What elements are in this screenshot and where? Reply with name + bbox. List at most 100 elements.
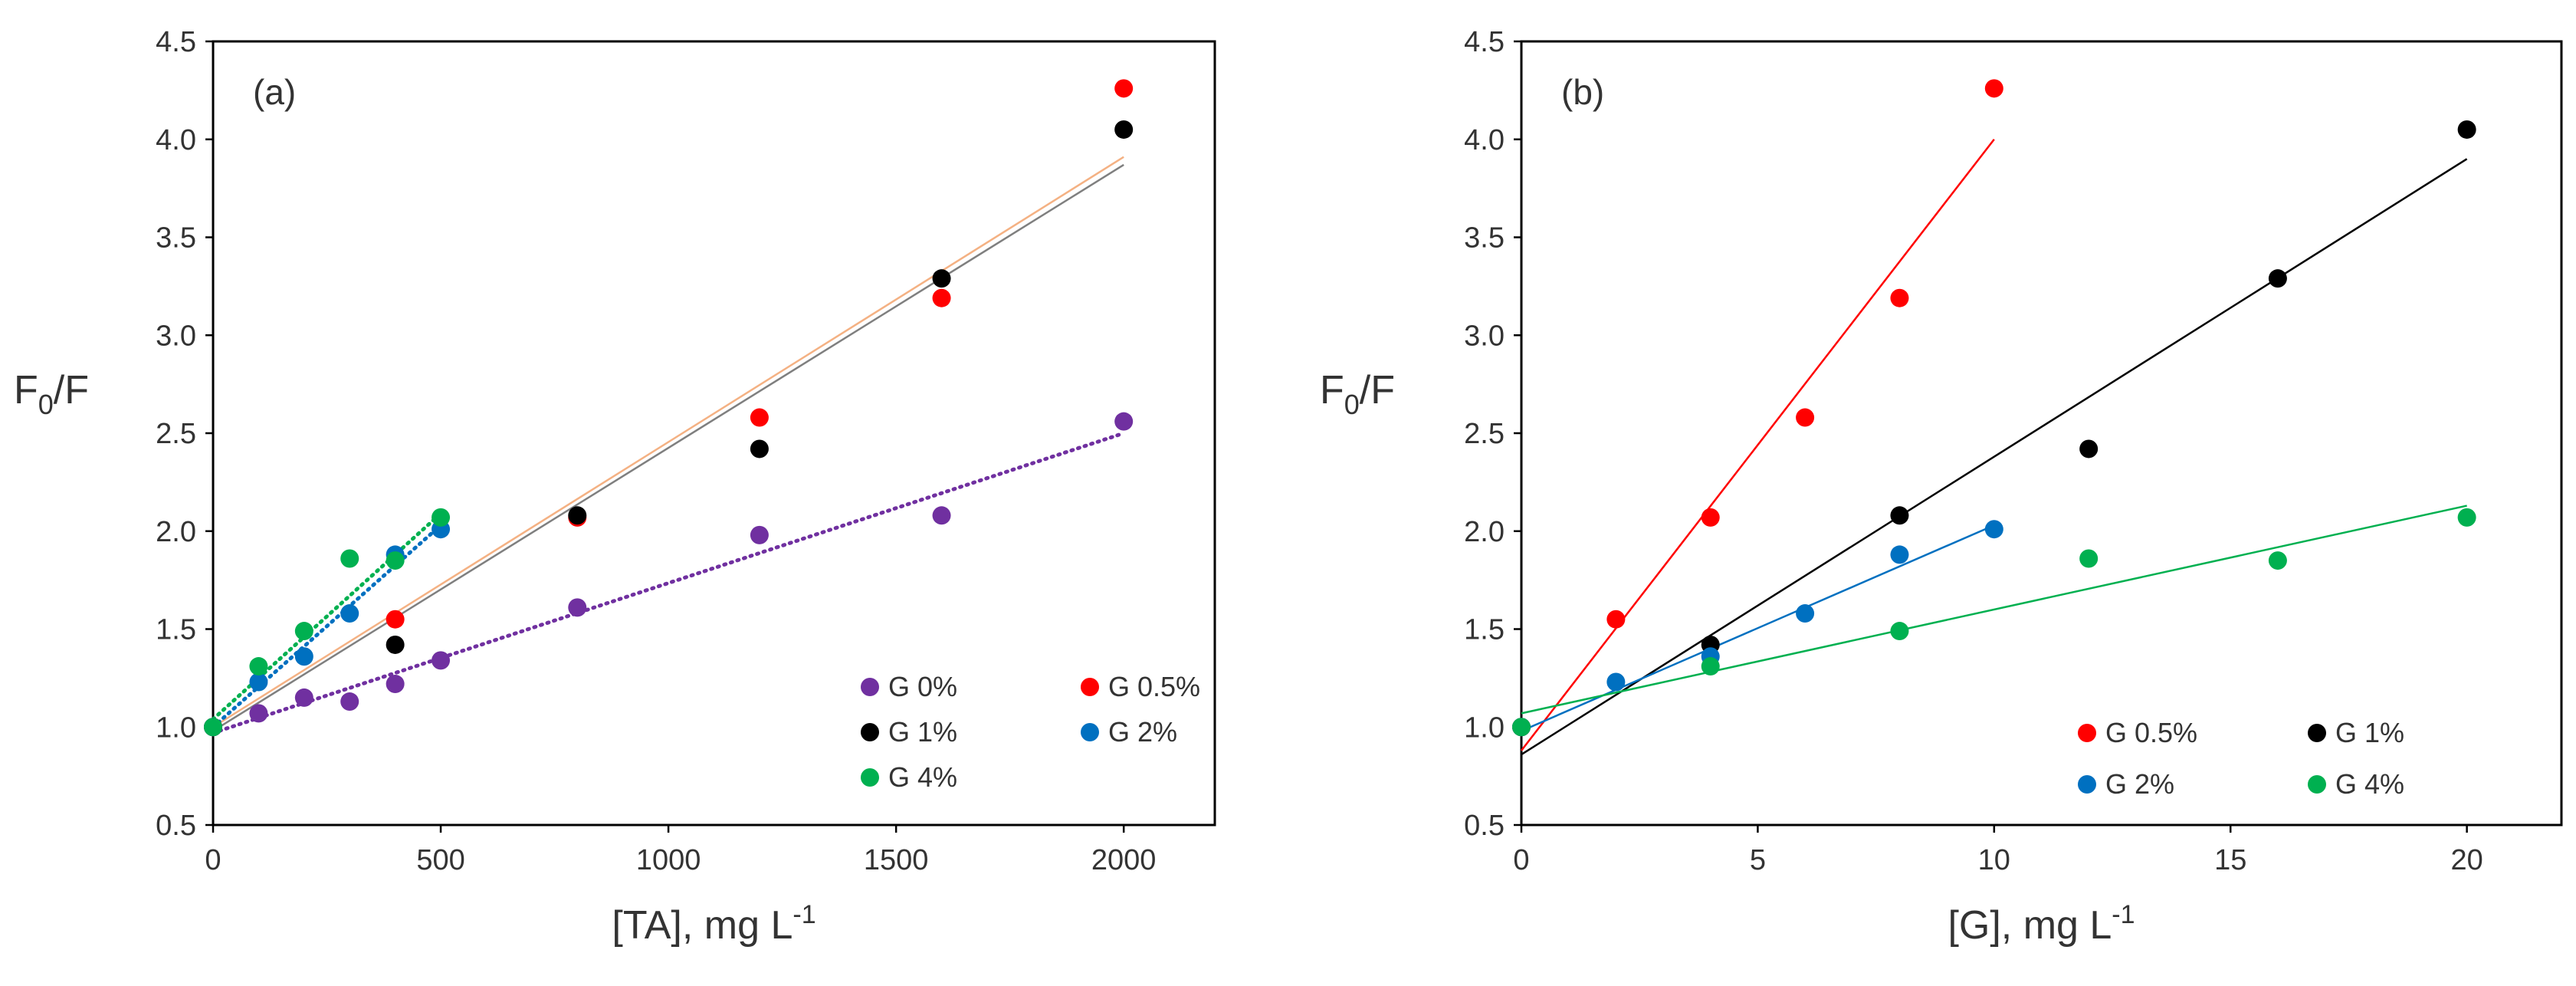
data-point bbox=[750, 439, 769, 458]
data-point bbox=[2079, 439, 2099, 458]
data-point bbox=[386, 635, 405, 654]
data-point bbox=[386, 675, 405, 694]
data-point bbox=[568, 506, 587, 525]
data-point bbox=[932, 288, 951, 307]
y-axis-label: F0/F bbox=[14, 368, 89, 420]
y-tick-label: 4.5 bbox=[1464, 26, 1505, 58]
chart-panel-b: 0.5 1.0 1.5 2.0 2.5 3.0 3.5 4.0 4.5 0 5 10 15 20 [G], … bbox=[1320, 26, 2563, 948]
legend-label: G 0% bbox=[888, 671, 957, 702]
y-tick-label: 1.0 bbox=[1464, 712, 1505, 744]
x-tick-label: 10 bbox=[1978, 844, 2010, 876]
legend-marker bbox=[1081, 678, 1099, 696]
data-point bbox=[932, 506, 951, 525]
x-tick-label: 1500 bbox=[864, 844, 929, 876]
plot-frame bbox=[1520, 40, 2563, 827]
x-tick-label: 2000 bbox=[1091, 844, 1157, 876]
data-point bbox=[1701, 508, 1720, 527]
data-point bbox=[1606, 610, 1626, 629]
data-point bbox=[249, 657, 268, 676]
data-point bbox=[340, 604, 359, 623]
data-point bbox=[340, 549, 359, 568]
y-tick-label: 3.0 bbox=[1464, 320, 1505, 352]
series-g-0 bbox=[204, 412, 1134, 737]
data-point bbox=[1890, 545, 1909, 564]
y-axis-label-tail: /F bbox=[54, 368, 89, 412]
series-g-4 bbox=[204, 508, 451, 737]
trendline-g-2-fit bbox=[1521, 524, 1995, 732]
data-point bbox=[1796, 604, 1815, 623]
data-point bbox=[1890, 506, 1909, 525]
y-tick-label: 2.5 bbox=[156, 418, 196, 450]
series-g-0-5 bbox=[1512, 79, 2003, 737]
legend-marker bbox=[2078, 775, 2096, 794]
y-tick-label: 1.5 bbox=[156, 614, 196, 646]
series-g-0-5 bbox=[204, 79, 1134, 737]
data-point bbox=[294, 688, 313, 707]
x-tick-label: 15 bbox=[2214, 844, 2246, 876]
y-axis-label-tail: /F bbox=[1360, 368, 1395, 412]
y-tick-label: 2.0 bbox=[1464, 516, 1505, 548]
y-tick-label: 2.5 bbox=[1464, 418, 1505, 450]
data-point bbox=[568, 598, 587, 617]
legend-marker bbox=[2078, 724, 2096, 742]
data-point bbox=[386, 610, 405, 629]
y-axis-label-subscript: 0 bbox=[38, 389, 54, 420]
panel-label: (b) bbox=[1561, 72, 1604, 112]
y-tick-label: 3.0 bbox=[156, 320, 196, 352]
data-point bbox=[204, 718, 222, 737]
data-point bbox=[2457, 508, 2476, 527]
y-tick-label: 3.5 bbox=[1464, 222, 1505, 255]
x-tick-label: 500 bbox=[416, 844, 464, 876]
data-point bbox=[932, 269, 951, 288]
data-point bbox=[340, 692, 359, 712]
legend-label: G 4% bbox=[888, 761, 957, 793]
data-point bbox=[1984, 79, 2003, 98]
y-tick-label: 1.5 bbox=[1464, 614, 1505, 646]
data-point bbox=[249, 672, 268, 692]
data-point bbox=[249, 704, 268, 723]
data-point bbox=[750, 525, 769, 544]
data-point bbox=[2268, 551, 2287, 570]
legend-label: G 2% bbox=[2105, 768, 2174, 800]
legend-marker bbox=[1081, 723, 1099, 741]
trendline-g-0-fit bbox=[211, 431, 1126, 735]
legend-marker bbox=[2308, 775, 2326, 794]
legend-marker bbox=[861, 678, 879, 696]
plot-frame bbox=[212, 40, 1216, 827]
legend-marker bbox=[2308, 724, 2326, 742]
y-tick-label: 3.5 bbox=[156, 222, 196, 255]
legend-marker bbox=[861, 768, 879, 787]
legend-label: G 1% bbox=[2335, 717, 2404, 748]
x-axis-label: [TA], mg L-1 bbox=[612, 900, 815, 948]
y-axis-label-subscript: 0 bbox=[1344, 389, 1360, 420]
series-g-1 bbox=[204, 120, 1134, 737]
data-point bbox=[1114, 412, 1134, 431]
trendline-g-1-fit bbox=[212, 163, 1124, 732]
y-tick-label: 0.5 bbox=[156, 810, 196, 842]
data-point bbox=[432, 651, 451, 670]
x-tick-label: 5 bbox=[1750, 844, 1766, 876]
trendline-g-0-5-fit bbox=[212, 156, 1124, 728]
legend-label: G 0.5% bbox=[2105, 717, 2197, 748]
chart-panel-a: 0.5 1.0 1.5 2.0 2.5 3.0 3.5 4.0 4.5 0 500 1000 1500 2… bbox=[14, 26, 1216, 948]
x-tick-label: 0 bbox=[205, 844, 221, 876]
data-point bbox=[1701, 657, 1720, 676]
y-axis-label-main: F bbox=[1320, 368, 1344, 412]
y-tick-label: 4.5 bbox=[156, 26, 196, 58]
series-g-4 bbox=[1512, 508, 2476, 737]
trendline-g-4-fit bbox=[1521, 505, 2467, 715]
legend-marker bbox=[861, 723, 879, 741]
data-point bbox=[750, 408, 769, 427]
data-point bbox=[1114, 79, 1134, 98]
x-tick-label: 0 bbox=[1513, 844, 1529, 876]
data-point bbox=[432, 508, 451, 527]
data-point bbox=[2268, 269, 2287, 288]
trendline-g-1-fit bbox=[1521, 158, 2468, 756]
x-axis-label-superscript: -1 bbox=[792, 900, 815, 929]
data-point bbox=[1890, 288, 1909, 307]
legend-label: G 0.5% bbox=[1108, 671, 1200, 702]
data-point bbox=[2457, 120, 2476, 139]
x-tick-label: 1000 bbox=[636, 844, 701, 876]
y-axis-label-main: F bbox=[14, 368, 38, 412]
